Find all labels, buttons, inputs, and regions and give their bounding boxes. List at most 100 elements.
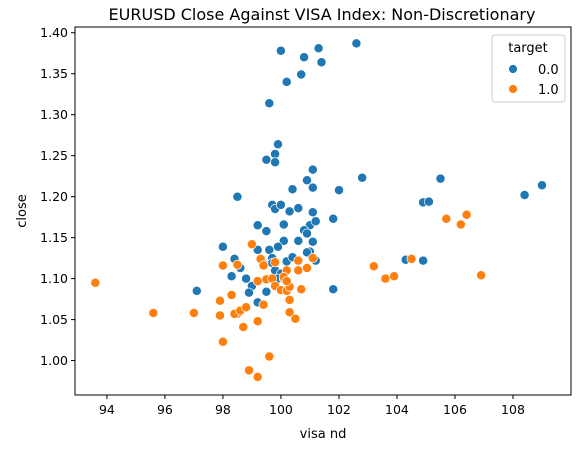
y-tick-label: 1.10 [40,271,68,286]
data-point [423,196,434,207]
legend-label-1: 1.0 [538,83,559,98]
data-point [252,276,263,287]
data-point [368,261,379,272]
data-point [191,285,202,296]
data-point [232,259,243,270]
y-tick-label: 1.15 [40,230,68,245]
data-point [241,273,252,284]
data-point [261,226,272,237]
x-tick-label: 100 [269,402,293,417]
data-point [264,98,275,109]
y-tick-label: 1.25 [40,148,68,163]
data-point [537,180,547,191]
data-point [273,241,283,252]
data-point [307,164,318,175]
data-point [389,271,400,282]
x-tick-label: 104 [385,402,409,417]
data-point [316,57,327,68]
data-point [441,213,452,224]
y-tick-label: 1.00 [40,353,68,368]
data-point [351,38,362,49]
y-tick-label: 1.05 [40,312,68,327]
data-point [270,149,281,159]
x-axis-label: visa nd [300,427,347,442]
x-tick-label: 96 [157,402,173,417]
data-point [307,182,318,193]
data-point [217,336,228,347]
legend-label-0: 0.0 [538,63,559,78]
y-tick-label: 1.20 [40,189,68,204]
y-axis-label: close [15,194,30,227]
data-point [406,253,417,264]
data-point [296,284,307,295]
data-point [238,322,249,332]
data-point [328,213,339,224]
data-point [302,228,312,239]
data-point [244,287,254,298]
series-1.0 [90,209,487,382]
data-point [293,203,304,214]
legend-title: target [508,41,548,56]
data-point [246,239,257,250]
data-point [476,270,487,281]
data-point [188,308,199,318]
plot-area [74,26,572,396]
data-point [258,299,269,310]
x-tick-label: 102 [327,402,351,417]
data-point [293,255,304,266]
data-point [270,257,281,268]
data-point [328,284,339,295]
axes-frame [74,26,572,396]
chart-title: EURUSD Close Against VISA Index: Non-Dis… [109,5,536,24]
data-point [307,253,318,264]
data-point [455,219,466,230]
data-point [252,316,263,327]
data-point [435,173,446,184]
data-point [252,220,263,231]
data-point [418,255,429,266]
data-point [270,157,281,168]
data-point [215,295,225,306]
data-point [261,154,272,165]
data-point [310,216,321,227]
y-tick-label: 1.35 [40,66,68,81]
data-points [90,38,547,382]
data-point [241,302,252,313]
data-point [258,260,269,271]
legend: target 0.0 1.0 [491,34,566,103]
data-point [293,235,304,246]
data-point [90,277,101,288]
data-point [215,310,225,321]
data-point [264,244,275,255]
x-axis-ticks: 94 96 98 100 102 104 106 108 [99,395,525,417]
data-point [148,308,159,318]
data-point [281,76,292,87]
data-point [281,276,292,287]
data-point [226,290,237,300]
legend-marker-0 [508,64,518,74]
data-point [302,175,312,186]
data-point [519,190,530,200]
data-point [334,185,344,196]
data-point [275,199,286,210]
data-point [299,52,310,63]
data-point [307,236,318,247]
data-point [226,271,237,282]
data-point [290,313,301,324]
data-point [217,241,228,252]
data-point [275,45,286,56]
y-axis-ticks: 1.00 1.05 1.10 1.15 1.20 1.25 1.30 1.35 1.40 [40,25,75,368]
x-tick-label: 108 [501,402,525,417]
data-point [296,69,307,80]
data-point [264,351,275,362]
data-point [284,307,295,318]
data-point [217,260,228,271]
data-point [307,207,318,218]
data-point [252,372,263,382]
data-point [380,273,391,284]
x-tick-label: 106 [443,402,467,417]
data-point [461,209,472,220]
x-tick-label: 98 [215,402,231,417]
data-point [293,265,304,276]
